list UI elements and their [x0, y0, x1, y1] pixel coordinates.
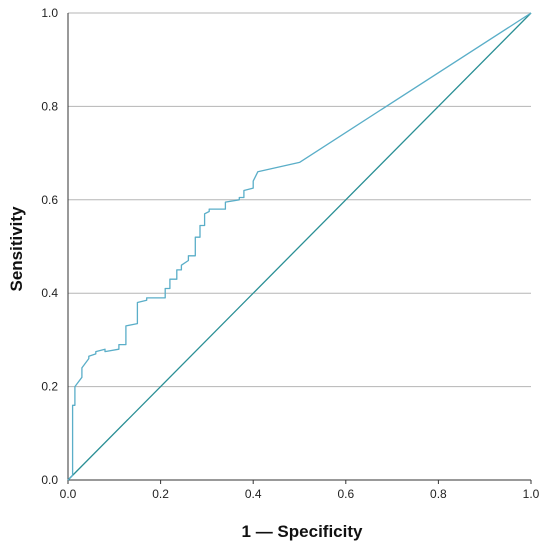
- axes: [67, 13, 531, 481]
- roc-curve-line: [67, 12, 532, 481]
- x-axis-ticks: 0.0 0.2 0.4 0.6 0.8 1.0: [60, 480, 540, 501]
- reference-diagonal-line: [67, 12, 532, 481]
- y-tick-label: 0.0: [41, 473, 58, 487]
- gridlines: [68, 12, 531, 388]
- x-tick-label: 0.8: [430, 487, 447, 501]
- y-tick-label: 0.6: [41, 193, 58, 207]
- x-tick-label: 1.0: [523, 487, 540, 501]
- y-axis-title: Sensitivity: [7, 206, 26, 292]
- y-axis-ticks: 0.0 0.2 0.4 0.6 0.8 1.0: [41, 6, 58, 487]
- series-layer: [67, 12, 532, 481]
- x-tick-label: 0.6: [337, 487, 354, 501]
- x-tick-label: 0.4: [245, 487, 262, 501]
- x-tick-label: 0.2: [152, 487, 169, 501]
- x-tick-label: 0.0: [60, 487, 77, 501]
- y-tick-label: 0.4: [41, 286, 58, 300]
- y-tick-label: 0.8: [41, 99, 58, 113]
- y-tick-label: 0.2: [41, 380, 58, 394]
- y-tick-label: 1.0: [41, 6, 58, 20]
- x-axis-title: 1 — Specificity: [242, 522, 363, 541]
